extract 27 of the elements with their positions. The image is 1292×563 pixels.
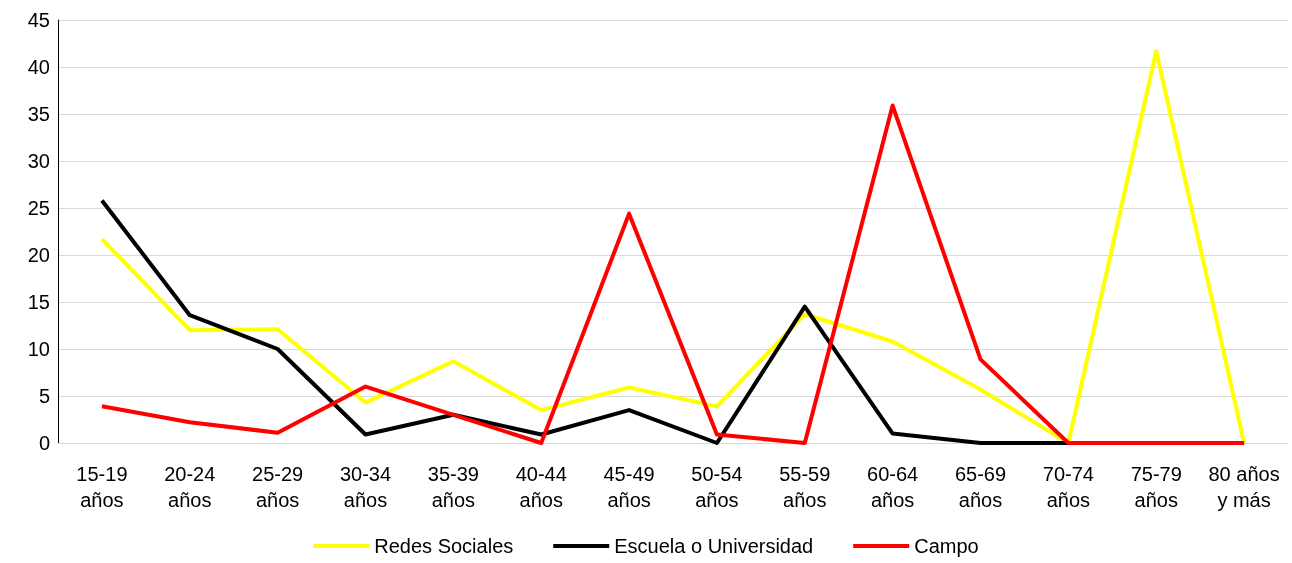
x-tick-label: 35-39 años	[427, 463, 479, 511]
x-tick-label: 45-49 años	[603, 463, 655, 511]
x-tick-label: 20-24 años	[164, 463, 216, 511]
y-tick-label: 20	[27, 244, 50, 266]
legend-label: Redes Sociales	[374, 535, 514, 557]
y-tick-label: 5	[38, 385, 50, 407]
y-tick-label: 0	[38, 432, 50, 454]
y-tick-label: 15	[27, 291, 50, 313]
y-tick-label: 40	[27, 56, 50, 78]
x-tick-label: 60-64 años	[867, 463, 919, 511]
y-tick-label: 25	[27, 197, 50, 219]
y-tick-label: 45	[27, 9, 50, 31]
x-tick-label: 70-74 años	[1042, 463, 1094, 511]
x-tick-label: 25-29 años	[252, 463, 304, 511]
x-tick-label: 75-79 años	[1130, 463, 1182, 511]
y-tick-label: 10	[27, 338, 50, 360]
x-tick-label: 15-19 años	[76, 463, 128, 511]
y-tick-label: 30	[27, 150, 50, 172]
x-tick-label: 65-69 años	[954, 463, 1007, 511]
x-tick-label: 30-34 años	[339, 463, 392, 511]
x-tick-label: 55-59 años	[779, 463, 831, 511]
x-tick-label: 50-54 años	[691, 463, 743, 511]
y-tick-label: 35	[27, 103, 50, 125]
legend-label: Escuela o Universidad	[614, 535, 814, 557]
x-tick-label: 80 años y más	[1208, 463, 1280, 511]
x-tick-label: 40-44 años	[515, 463, 567, 511]
legend-label: Campo	[914, 535, 979, 557]
